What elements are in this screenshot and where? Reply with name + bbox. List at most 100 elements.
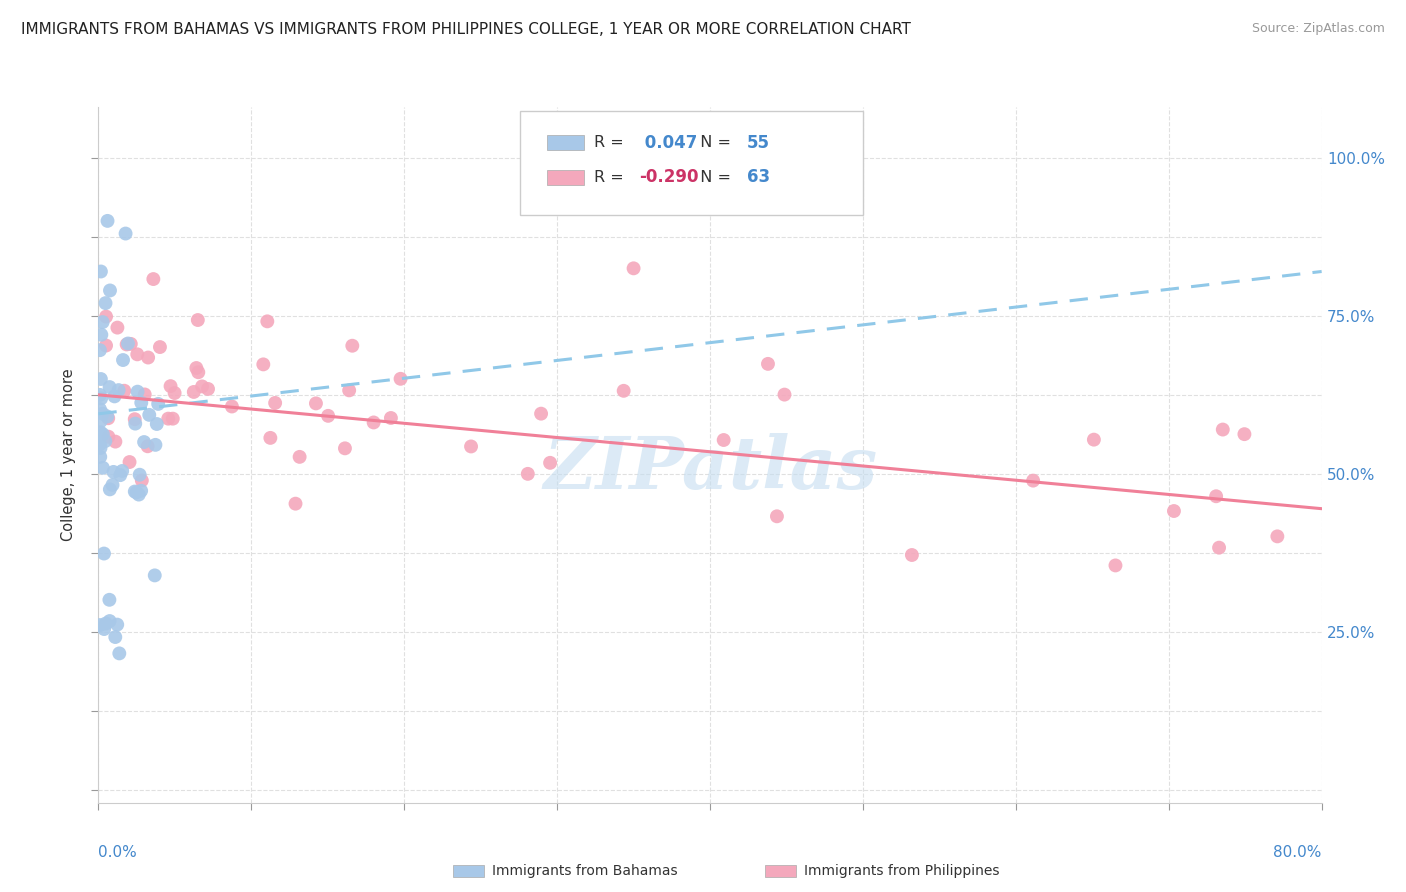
Point bbox=[305, 396, 328, 410]
Point bbox=[94, 434, 117, 448]
Point bbox=[90, 392, 112, 406]
Point bbox=[98, 592, 121, 607]
Point bbox=[93, 547, 115, 561]
Point bbox=[1267, 529, 1289, 543]
Point bbox=[1022, 474, 1045, 488]
Point bbox=[89, 618, 111, 632]
FancyBboxPatch shape bbox=[765, 864, 796, 877]
Point bbox=[138, 408, 160, 422]
Point bbox=[316, 409, 339, 423]
Point bbox=[129, 395, 152, 409]
Point bbox=[104, 630, 127, 644]
Point bbox=[90, 414, 112, 428]
Point bbox=[901, 548, 924, 562]
Point bbox=[342, 339, 364, 353]
Point bbox=[380, 411, 402, 425]
Point bbox=[252, 357, 274, 371]
Point bbox=[186, 361, 208, 376]
Point bbox=[89, 402, 111, 417]
Point bbox=[530, 407, 553, 421]
Point bbox=[460, 440, 482, 454]
Point bbox=[127, 384, 149, 399]
Point bbox=[96, 214, 118, 228]
Point bbox=[128, 467, 150, 482]
Point bbox=[363, 416, 385, 430]
Point bbox=[127, 347, 149, 361]
Point bbox=[93, 622, 115, 636]
Point bbox=[125, 485, 148, 500]
Text: Immigrants from Philippines: Immigrants from Philippines bbox=[804, 864, 1000, 878]
Text: 0.047: 0.047 bbox=[640, 134, 697, 152]
Point bbox=[91, 427, 114, 442]
Point bbox=[756, 357, 779, 371]
Text: 55: 55 bbox=[747, 134, 769, 152]
Text: R =: R = bbox=[593, 135, 628, 150]
Text: 80.0%: 80.0% bbox=[1274, 845, 1322, 860]
Text: 0.0%: 0.0% bbox=[98, 845, 138, 860]
Point bbox=[256, 314, 278, 328]
Point bbox=[1083, 433, 1105, 447]
Point bbox=[134, 387, 156, 401]
Text: N =: N = bbox=[690, 135, 737, 150]
Point bbox=[157, 411, 180, 425]
Point bbox=[105, 320, 128, 334]
Point bbox=[97, 411, 120, 425]
Point bbox=[613, 384, 636, 398]
Point bbox=[124, 412, 146, 426]
Point bbox=[136, 351, 159, 365]
FancyBboxPatch shape bbox=[547, 135, 583, 150]
Point bbox=[101, 478, 124, 492]
Point bbox=[131, 474, 153, 488]
Point bbox=[1104, 558, 1126, 573]
Point bbox=[96, 409, 118, 424]
Point bbox=[98, 380, 121, 394]
Point bbox=[132, 435, 155, 450]
Point bbox=[111, 464, 134, 478]
FancyBboxPatch shape bbox=[547, 169, 583, 185]
Point bbox=[148, 397, 170, 411]
Point bbox=[115, 337, 138, 351]
Point bbox=[90, 327, 112, 342]
Y-axis label: College, 1 year or more: College, 1 year or more bbox=[60, 368, 76, 541]
Point bbox=[191, 379, 214, 393]
Point bbox=[94, 338, 117, 352]
Point bbox=[129, 483, 152, 498]
Point bbox=[1212, 423, 1234, 437]
Point bbox=[333, 442, 356, 456]
Point bbox=[1233, 427, 1256, 442]
Point bbox=[128, 487, 150, 501]
Text: Source: ZipAtlas.com: Source: ZipAtlas.com bbox=[1251, 22, 1385, 36]
Point bbox=[773, 387, 796, 401]
Point bbox=[98, 284, 121, 298]
FancyBboxPatch shape bbox=[520, 111, 863, 215]
Point bbox=[183, 384, 205, 399]
Point bbox=[94, 310, 117, 324]
FancyBboxPatch shape bbox=[453, 864, 484, 877]
Point bbox=[159, 379, 181, 393]
Point bbox=[538, 456, 561, 470]
Point bbox=[90, 264, 112, 278]
Point bbox=[1205, 489, 1227, 503]
Point bbox=[259, 431, 281, 445]
Point bbox=[97, 430, 120, 444]
Point bbox=[107, 383, 129, 397]
Point bbox=[118, 455, 141, 469]
Point bbox=[89, 425, 111, 440]
Text: 63: 63 bbox=[747, 169, 770, 186]
Point bbox=[94, 296, 117, 310]
Point bbox=[111, 353, 134, 368]
Point bbox=[110, 468, 132, 483]
Point bbox=[91, 460, 114, 475]
Point bbox=[288, 450, 311, 464]
Point bbox=[145, 438, 167, 452]
Point bbox=[124, 417, 146, 431]
Point bbox=[89, 450, 111, 464]
Point bbox=[136, 439, 159, 453]
Text: -0.290: -0.290 bbox=[640, 169, 699, 186]
Point bbox=[1208, 541, 1230, 555]
Point bbox=[187, 365, 209, 379]
Point bbox=[337, 384, 360, 398]
Point bbox=[146, 417, 169, 431]
Point bbox=[163, 386, 186, 401]
Point bbox=[149, 340, 172, 354]
